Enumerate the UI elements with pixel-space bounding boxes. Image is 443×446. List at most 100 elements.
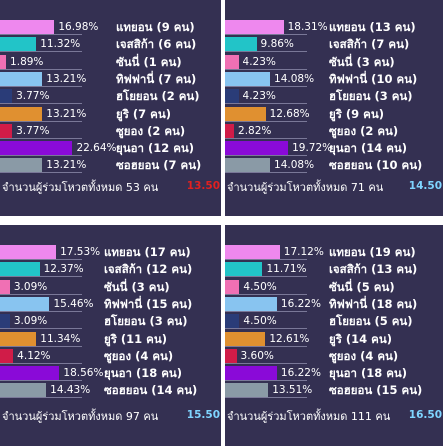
total-voters-text: จำนวนผู้ร่วมโหวตทั้งหมด 111 คน — [227, 410, 391, 423]
percent-label: 11.32% — [40, 38, 81, 51]
score-value: 14.50 — [408, 180, 442, 192]
percent-label: 19.72% — [292, 142, 333, 155]
bar-baseline — [0, 103, 82, 105]
bar-baseline — [225, 155, 307, 157]
member-label: ซูยอง (4 คน) — [329, 348, 399, 363]
percent-label: 4.23% — [242, 90, 276, 103]
percent-label: 15.46% — [53, 297, 94, 310]
percent-label: 12.68% — [269, 107, 310, 120]
bar-9 — [0, 383, 47, 398]
vote-panel-3: 17.53% แทยอน (17 คน) 12.37% เจสสิก้า (12 คน… — [0, 225, 221, 446]
bar-5 — [225, 89, 239, 104]
percent-label: 9.86% — [260, 38, 294, 51]
bar-6 — [0, 106, 43, 121]
member-label: ฮโยยอน (3 คน) — [329, 89, 413, 104]
member-label: ยูริ (7 คน) — [116, 106, 171, 121]
percent-label: 16.22% — [280, 297, 321, 310]
member-label: ซูยอง (2 คน) — [329, 123, 399, 138]
bar-6 — [0, 331, 37, 346]
bar-4 — [0, 71, 43, 86]
bar-2 — [0, 262, 40, 277]
bar-3 — [225, 54, 239, 69]
percent-label: 1.89% — [10, 55, 44, 68]
member-label: ยูริ (11 คน) — [104, 331, 167, 346]
bar-1 — [225, 245, 280, 259]
bar-baseline — [225, 68, 307, 70]
percent-label: 18.56% — [63, 367, 104, 380]
bar-3 — [225, 279, 240, 294]
bar-baseline — [0, 328, 82, 330]
percent-label: 3.09% — [13, 315, 48, 328]
bar-8 — [225, 366, 277, 381]
bar-7 — [225, 123, 235, 138]
bar-5 — [225, 314, 240, 329]
percent-label: 11.34% — [40, 332, 81, 345]
bar-baseline — [225, 120, 307, 122]
bar-baseline — [0, 68, 82, 70]
member-label: ซันนี่ (3 คน) — [329, 54, 395, 69]
vote-panel-1: 16.98% แทยอน (9 คน) 11.32% เจสสิก้า (6 คน) 1… — [0, 0, 221, 216]
percent-label: 14.08% — [274, 159, 315, 172]
percent-label: 17.12% — [283, 246, 324, 258]
percent-label: 3.09% — [13, 280, 48, 293]
bar-2 — [0, 37, 37, 52]
score-value: 13.50 — [186, 180, 220, 192]
percent-label: 4.50% — [243, 280, 277, 293]
percent-label: 12.37% — [43, 263, 84, 276]
bar-baseline — [225, 380, 307, 382]
bar-baseline — [225, 397, 307, 399]
member-label: ทิฟฟานี่ (15 คน) — [104, 296, 193, 311]
member-label: ซันนี่ (3 คน) — [104, 279, 170, 294]
bar-baseline — [225, 51, 307, 53]
bar-baseline — [0, 276, 82, 278]
member-label: ซอฮยอน (7 คน) — [116, 158, 202, 173]
percent-label: 3.77% — [16, 90, 50, 103]
bar-8 — [225, 141, 289, 156]
bar-6 — [225, 106, 266, 121]
bar-baseline — [225, 172, 307, 174]
percent-label: 13.51% — [272, 384, 313, 397]
bar-9 — [0, 158, 43, 173]
percent-label: 3.60% — [240, 349, 274, 362]
bar-baseline — [0, 362, 82, 364]
member-label: ฮโยยอน (5 คน) — [329, 314, 413, 329]
bar-baseline — [225, 137, 307, 139]
bar-4 — [225, 296, 277, 311]
bar-5 — [0, 89, 13, 104]
bar-baseline — [0, 120, 82, 122]
bar-7 — [0, 348, 14, 363]
bar-7 — [225, 348, 237, 363]
bar-baseline — [225, 293, 307, 295]
member-label: ฮโยยอน (2 คน) — [116, 89, 200, 104]
bar-baseline — [225, 362, 307, 364]
vote-panel-4: 17.12% แทยอน (19 คน) 11.71% เจสสิก้า (13 คน… — [225, 225, 443, 446]
percent-label: 14.43% — [50, 384, 91, 397]
bar-baseline — [0, 172, 82, 174]
bar-4 — [0, 296, 50, 311]
score-value: 15.50 — [186, 409, 220, 421]
member-label: ซันนี่ (1 คน) — [116, 54, 182, 69]
member-label: แทยอน (13 คน) — [329, 20, 416, 34]
bar-baseline — [0, 310, 82, 312]
percent-label: 13.21% — [46, 159, 87, 172]
percent-label: 4.12% — [17, 349, 51, 362]
bar-baseline — [0, 259, 82, 260]
bar-2 — [225, 37, 257, 52]
bar-baseline — [225, 328, 307, 330]
bar-baseline — [0, 380, 82, 382]
member-label: ซอฮยอน (15 คน) — [329, 383, 423, 398]
percent-label: 17.53% — [60, 246, 101, 258]
member-label: แทยอน (19 คน) — [329, 245, 416, 259]
bar-baseline — [0, 345, 82, 347]
bar-baseline — [225, 103, 307, 105]
member-label: เจสสิก้า (7 คน) — [329, 37, 410, 52]
bar-7 — [0, 123, 13, 138]
percent-label: 16.22% — [280, 367, 321, 380]
bar-baseline — [0, 85, 82, 87]
bar-3 — [0, 279, 10, 294]
bar-baseline — [225, 34, 307, 35]
total-voters-text: จำนวนผู้ร่วมโหวตทั้งหมด 97 คน — [2, 410, 159, 423]
percent-label: 4.50% — [243, 315, 277, 328]
member-label: ยูริ (14 คน) — [329, 331, 392, 346]
percent-label: 11.71% — [266, 263, 307, 276]
